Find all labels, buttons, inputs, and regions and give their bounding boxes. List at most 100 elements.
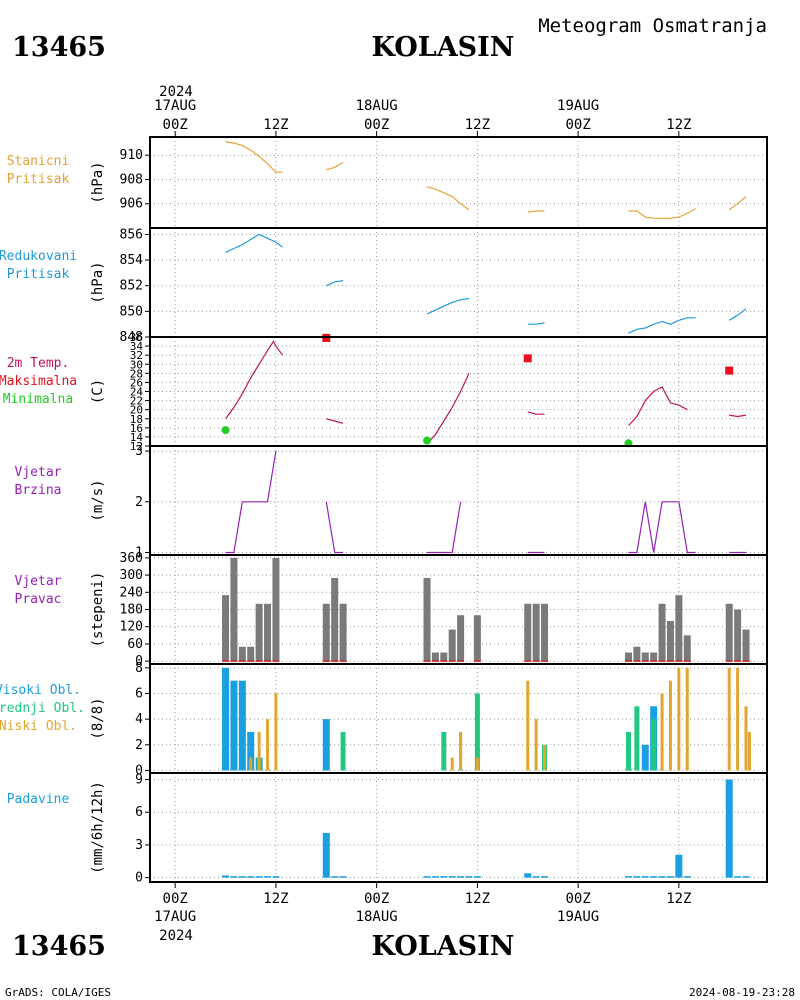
x-tick-label-bottom: 12Z [465,891,490,907]
y-tick-label: 906 [120,197,143,212]
y-tick-label: 3 [135,444,143,459]
date-label-bottom: 18AUG [356,909,398,925]
direction-bar [440,652,448,662]
precip-bar [440,876,448,878]
panel-wind_speed: 1 2 3 (m/s) Vjetar Brzina [15,444,768,560]
precip-bar [238,876,246,878]
y-axis-title: (C) [90,379,106,404]
panel-label: Minimalna [3,392,73,407]
cloud-bar [266,719,270,771]
cloud-bar [727,667,731,771]
cloud-bar [274,693,278,771]
x-tick-label-top: 00Z [565,117,590,133]
series-line [326,280,344,287]
panel-label: Brzina [15,483,62,498]
y-axis-title: (mm/6h/12h) [90,781,106,874]
series-line [628,386,688,427]
y-tick-label: 24 [130,386,144,399]
panel-label: Niski Obl. [0,719,77,734]
cloud-bar [441,731,447,771]
direction-bar [624,652,632,662]
cloud-bar [249,757,253,771]
y-tick-label: 1 [135,545,143,560]
precip-bar [431,876,439,878]
x-tick-label-top: 12Z [666,117,691,133]
date-label-top: 19AUG [557,98,599,114]
panel-reduced_pressure: 848 850 852 854 856 (hPa) Redukovani Pritisak [0,227,768,345]
y-tick-label: 16 [130,422,143,435]
direction-bar [264,603,272,662]
precip-bar [448,876,456,878]
y-tick-label: 0 [135,654,143,669]
y-tick-label: 8 [135,661,143,676]
series-line [326,161,344,171]
series-line [527,210,545,213]
direction-bar [331,577,339,662]
x-tick-label-top: 00Z [163,117,188,133]
direction-bar [675,595,683,662]
series-line [326,418,344,424]
direction-bar [272,557,280,662]
precip-bar [473,876,481,878]
panel-label: Maksimalna [0,374,77,389]
y-tick-label: 60 [127,637,143,652]
y-tick-label: 18 [130,413,143,426]
panel-label: 2m Temp. [7,356,70,371]
series-line [426,186,470,211]
y-tick-label: 0 [135,763,143,778]
precip-bar [633,876,641,878]
y-tick-label: 180 [120,603,143,618]
footer-credit: GrADS: COLA/IGES [5,986,111,999]
y-tick-label: 856 [120,227,143,242]
cloud-bar [526,680,530,771]
direction-bar [742,629,750,662]
product-title: Meteogram Osmatranja [538,15,767,37]
panel-label: Vjetar [15,574,62,589]
precip-bar [230,876,238,878]
cloud-bar [474,693,480,771]
precip-bar [675,854,683,878]
y-tick-label: 22 [130,395,143,408]
direction-bar [448,629,456,662]
y-tick-label: 9 [135,773,143,788]
station-id-top: 13465 [12,32,106,63]
x-tick-label-bottom: 12Z [263,891,288,907]
cloud-bar [322,719,330,771]
cloud-bar [668,680,672,771]
precip-bar [650,876,658,878]
x-tick-label-top: 12Z [465,117,490,133]
direction-bar [230,557,238,662]
precip-bar [742,876,750,878]
y-tick-label: 2 [135,495,143,510]
direction-bar [339,603,347,662]
cloud-bar [685,667,689,771]
cloud-bar [651,719,657,771]
panel-precipitation: 0 3 6 9 (mm/6h/12h) Padavine [7,772,768,886]
cloud-bar [660,693,664,771]
station-name-bottom: KOLASIN [371,931,514,962]
panel-frame [149,136,768,229]
cloud-bar [459,731,463,771]
direction-bar [541,603,549,662]
direction-bar [473,615,481,662]
x-tick-label-bottom: 12Z [666,891,691,907]
series-line [728,196,747,211]
series-line [628,501,696,554]
station-name-top: KOLASIN [371,32,514,63]
direction-bar [247,646,255,662]
precip-bar [222,875,230,878]
direction-bar [222,595,230,662]
y-axis-title: (8/8) [90,697,106,739]
cloud-bar [534,719,538,771]
series-line [426,373,470,445]
x-tick-label-bottom: 00Z [163,891,188,907]
direction-bar [322,603,330,662]
cloud-bar [543,744,547,771]
precip-bar [734,876,742,878]
date-label-bottom: 17AUG [154,909,196,925]
direction-bar [238,646,246,662]
y-tick-label: 850 [120,304,143,319]
direction-bar [650,652,658,662]
cloud-bar [340,731,346,771]
